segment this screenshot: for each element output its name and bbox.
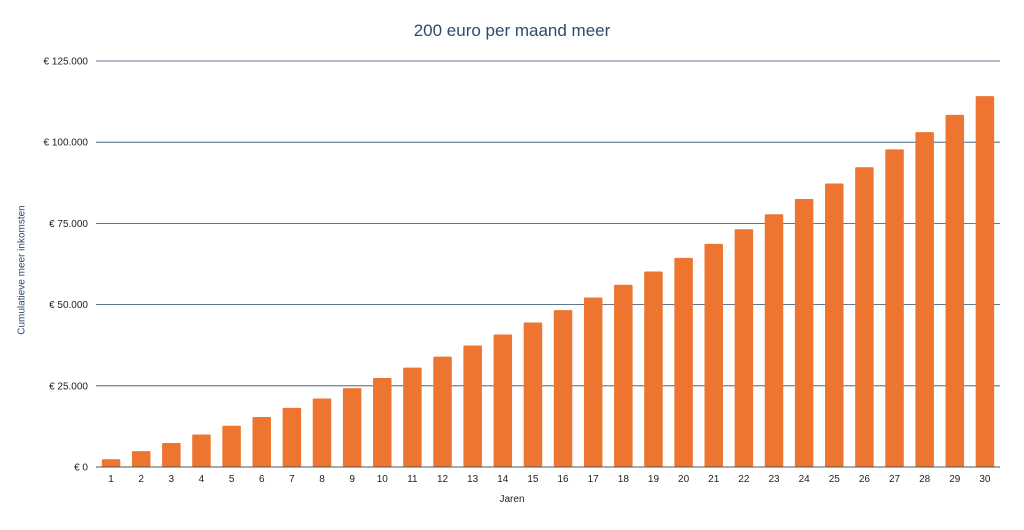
x-tick-label: 18 <box>618 474 630 485</box>
x-tick-label: 4 <box>199 474 205 485</box>
bar <box>644 271 663 467</box>
x-tick-label: 23 <box>768 474 780 485</box>
x-tick-label: 8 <box>319 474 325 485</box>
bar <box>704 243 723 467</box>
x-tick-label: 24 <box>799 474 811 485</box>
x-tick-label: 20 <box>678 474 690 485</box>
x-tick-label: 21 <box>708 474 720 485</box>
bar <box>312 398 332 467</box>
x-tick-label: 12 <box>437 474 449 485</box>
x-tick-label: 7 <box>289 474 295 485</box>
bar <box>162 442 181 467</box>
x-tick-label: 5 <box>229 474 235 485</box>
bar <box>825 183 844 468</box>
x-tick-label: 10 <box>377 474 389 485</box>
bar <box>463 345 482 467</box>
x-tick-label: 28 <box>919 474 931 485</box>
bar <box>373 378 392 467</box>
bar <box>222 425 241 467</box>
x-tick-label: 15 <box>527 474 539 485</box>
chart-title: 200 euro per maand meer <box>413 21 611 40</box>
x-tick-label: 30 <box>979 474 991 485</box>
bar <box>553 310 573 467</box>
x-axis-label: Jaren <box>499 494 525 505</box>
bar <box>975 96 995 467</box>
x-tick-label: 14 <box>497 474 509 485</box>
bar <box>674 257 693 467</box>
bar <box>493 334 513 467</box>
x-tick-label: 22 <box>738 474 750 485</box>
bar <box>734 229 754 467</box>
x-tick-label: 13 <box>467 474 479 485</box>
y-tick-label: € 25.000 <box>49 381 88 392</box>
x-tick-label: 17 <box>588 474 600 485</box>
x-tick-label: 25 <box>829 474 841 485</box>
bar <box>583 297 603 467</box>
bar <box>855 167 874 467</box>
bar <box>915 132 934 467</box>
bar <box>252 416 271 467</box>
x-tick-label: 6 <box>259 474 265 485</box>
x-tick-label: 3 <box>169 474 175 485</box>
y-tick-label: € 125.000 <box>44 57 89 68</box>
x-tick-label: 16 <box>558 474 570 485</box>
x-tick-label: 19 <box>648 474 660 485</box>
y-tick-label: € 75.000 <box>49 219 88 230</box>
bar <box>885 149 904 468</box>
x-tick-label: 26 <box>859 474 871 485</box>
x-tick-label: 9 <box>349 474 355 485</box>
x-tick-label: 1 <box>108 474 114 485</box>
y-tick-label: € 0 <box>74 463 88 474</box>
bar <box>764 214 784 467</box>
x-tick-label: 11 <box>407 474 418 485</box>
bar <box>403 367 422 467</box>
bar <box>192 434 211 467</box>
bar <box>523 322 543 467</box>
x-tick-label: 29 <box>949 474 961 485</box>
x-tick-label: 2 <box>138 474 144 485</box>
bar <box>945 114 965 467</box>
bar <box>282 407 302 467</box>
bar <box>342 388 362 467</box>
bar <box>101 459 121 467</box>
x-tick-label: 27 <box>889 474 901 485</box>
bar <box>614 284 633 467</box>
bar <box>794 199 814 468</box>
bar <box>131 451 151 467</box>
bar <box>433 356 452 467</box>
y-tick-label: € 100.000 <box>44 138 89 149</box>
y-tick-label: € 50.000 <box>49 300 88 311</box>
